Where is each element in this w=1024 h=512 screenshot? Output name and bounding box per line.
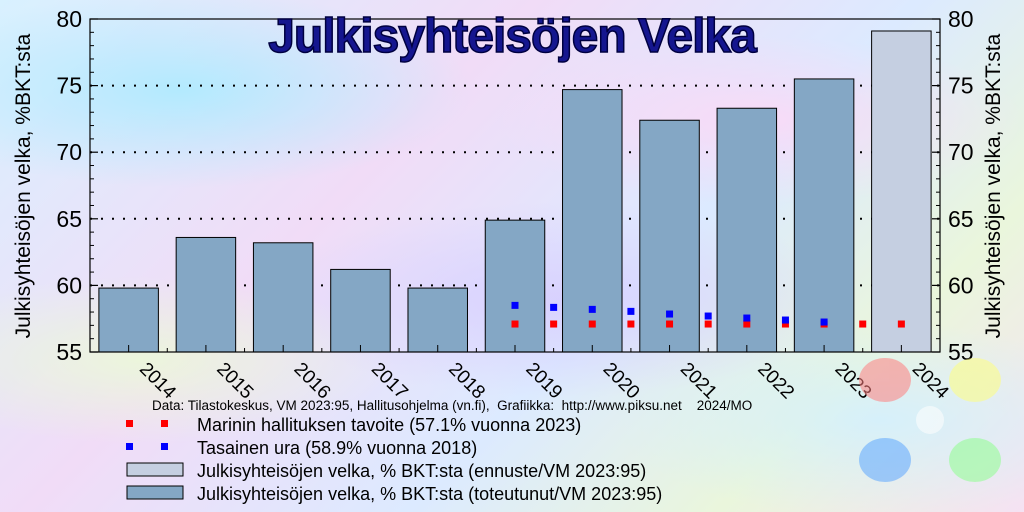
legend-label: Julkisyhteisöjen velka, % BKT:sta (toteu…	[197, 484, 662, 504]
dot-point	[820, 318, 828, 326]
y-tick-label-left: 70	[56, 139, 82, 165]
y-tick-label-left: 60	[56, 272, 82, 298]
dot-point	[550, 303, 558, 311]
dot-point	[588, 320, 596, 328]
dot-point	[859, 320, 867, 328]
dot-point	[666, 320, 674, 328]
y-axis-label-right: Julkisyhteisöjen velka, %BKT:sta	[982, 33, 1005, 338]
ticks	[90, 18, 940, 353]
x-tick-label: 2019	[521, 359, 566, 404]
dot-point	[627, 320, 635, 328]
x-tick-label: 2014	[135, 359, 180, 404]
y-tick-labels-left: 55 60 65 70 75 80	[56, 6, 82, 365]
legend-marker	[126, 443, 133, 450]
piksu-logo	[859, 358, 1001, 482]
y-tick-label-right: 60	[948, 272, 974, 298]
legend-marker	[126, 420, 133, 427]
dot-point	[511, 301, 519, 309]
dot-point	[781, 320, 789, 328]
y-axis-label-left: Julkisyhteisöjen velka, %BKT:sta	[12, 33, 35, 338]
dot-point	[588, 305, 596, 313]
bar-2016	[252, 242, 314, 353]
bar-2015	[175, 236, 237, 353]
dot-point	[743, 314, 751, 322]
x-tick-label: 2021	[676, 359, 721, 404]
x-tick-labels: 2014 2015 2016 2017 2018 2019 2020 2021 2022 2023…	[135, 359, 953, 404]
x-tick-label: 2018	[444, 359, 489, 404]
dot-point	[666, 310, 674, 318]
dot-point	[511, 320, 519, 328]
legend-label: Tasainen ura (58.9% vuonna 2018)	[197, 438, 477, 458]
bar-2022	[716, 107, 778, 353]
dot-point	[627, 307, 635, 315]
y-tick-label-right: 70	[948, 139, 974, 165]
bar-2014	[98, 287, 159, 353]
x-tick-label: 2022	[753, 359, 798, 404]
legend-marker	[161, 443, 168, 450]
bar-2023	[793, 78, 855, 353]
dot-point	[550, 320, 558, 328]
chart-title: Julkisyhteisöjen Velka	[268, 10, 757, 63]
legend-label: Julkisyhteisöjen velka, % BKT:sta (ennus…	[197, 461, 646, 481]
bar-2018	[407, 287, 468, 353]
y-tick-label-left: 65	[56, 206, 82, 232]
bars	[98, 30, 932, 353]
y-tick-label-right: 65	[948, 206, 974, 232]
credit-text: Data: Tilastokeskus, VM 2023:95, Hallitu…	[152, 398, 752, 413]
legend-swatch	[126, 462, 184, 477]
dot-point	[704, 320, 712, 328]
x-tick-label: 2015	[212, 359, 257, 404]
y-tick-label-right: 80	[948, 6, 974, 32]
x-tick-label: 2016	[290, 359, 335, 404]
y-tick-label-left: 80	[56, 6, 82, 32]
dot-point	[743, 320, 751, 328]
x-tick-label: 2017	[367, 359, 412, 404]
y-tick-label-left: 75	[56, 73, 82, 99]
legend-swatch	[126, 485, 184, 500]
legend-label: Marinin hallituksen tavoite (57.1% vuonn…	[197, 415, 581, 435]
legend-marker	[161, 420, 168, 427]
bar-2019	[484, 219, 546, 353]
dot-point	[781, 316, 789, 324]
bar-2024	[871, 30, 932, 353]
dots	[511, 301, 905, 328]
x-tick-label: 2024	[908, 359, 953, 404]
x-tick-label: 2020	[599, 359, 644, 404]
y-tick-label-right: 75	[948, 73, 974, 99]
bar-2017	[330, 268, 391, 353]
y-tick-label-left: 55	[56, 339, 82, 365]
dot-point	[897, 320, 905, 328]
dot-point	[704, 312, 712, 320]
legend: Marinin hallituksen tavoite (57.1% vuonn…	[126, 415, 662, 504]
